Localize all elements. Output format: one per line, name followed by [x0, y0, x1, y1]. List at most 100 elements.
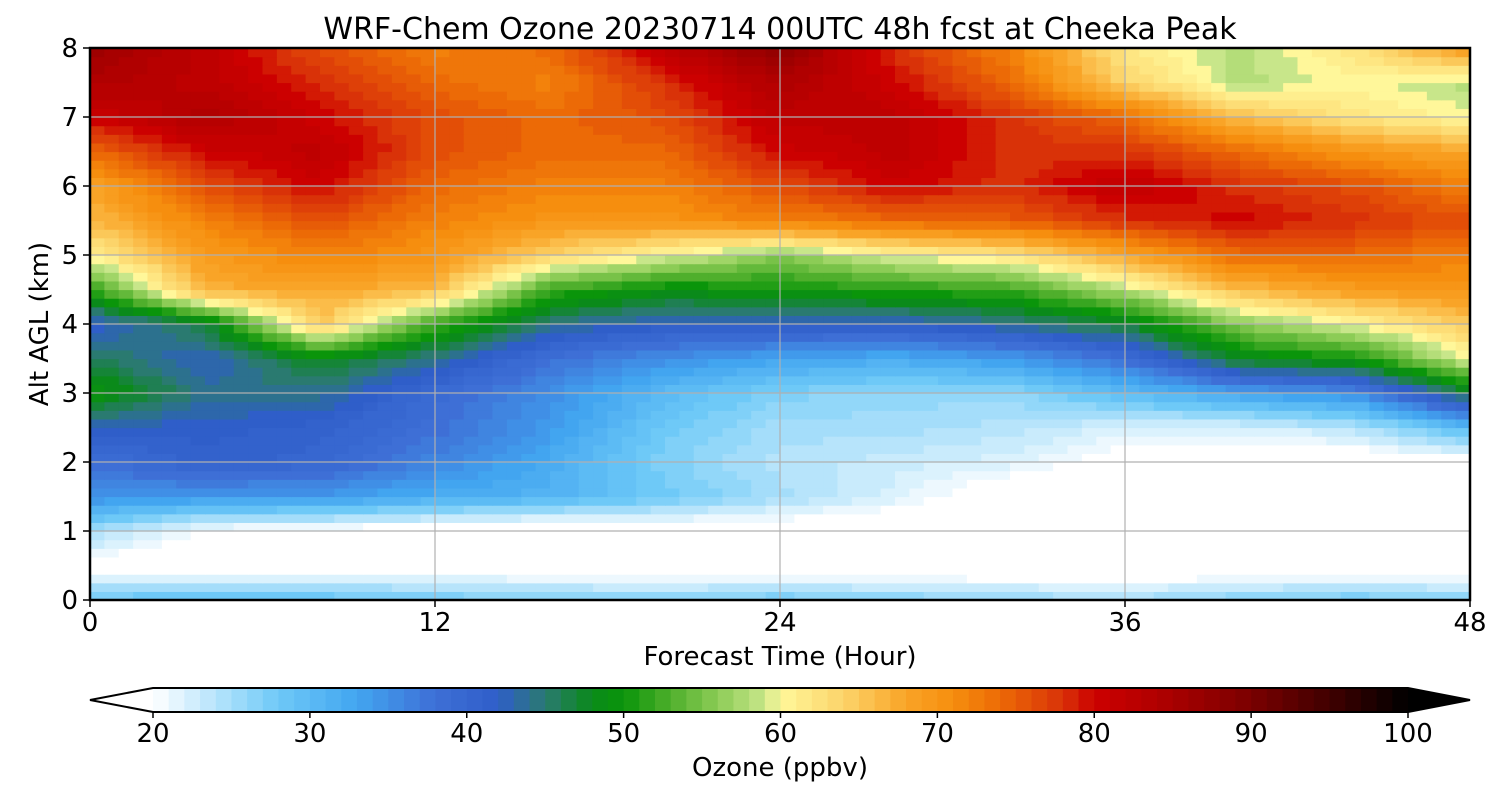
heatmap-cell: [1297, 462, 1313, 472]
heatmap-cell: [90, 556, 105, 567]
heatmap-cell: [521, 384, 537, 394]
heatmap-cell: [305, 582, 321, 592]
heatmap-cell: [1355, 315, 1370, 325]
heatmap-cell: [823, 229, 839, 239]
heatmap-cell: [1110, 229, 1126, 239]
heatmap-cell: [909, 168, 925, 178]
heatmap-cell: [463, 246, 479, 256]
heatmap-cell: [219, 211, 235, 222]
heatmap-cell: [923, 479, 939, 489]
heatmap-cell: [607, 427, 623, 437]
heatmap-cell: [233, 574, 249, 584]
heatmap-cell: [348, 574, 364, 584]
heatmap-cell: [1038, 298, 1054, 308]
heatmap-cell: [1038, 548, 1054, 558]
heatmap-cell: [938, 220, 954, 230]
heatmap-cell: [1053, 487, 1069, 498]
heatmap-cell: [334, 160, 350, 170]
heatmap-cell: [966, 436, 982, 446]
heatmap-cell: [1024, 582, 1040, 592]
heatmap-cell: [1383, 393, 1399, 403]
heatmap-cell: [808, 203, 824, 213]
heatmap-cell: [1153, 211, 1169, 222]
heatmap-cell: [1340, 444, 1356, 454]
heatmap-cell: [521, 177, 537, 187]
heatmap-cell: [564, 194, 580, 204]
heatmap-cell: [535, 444, 551, 454]
heatmap-cell: [952, 453, 968, 463]
heatmap-cell: [147, 194, 163, 204]
heatmap-cell: [995, 177, 1011, 187]
heatmap-cell: [133, 479, 149, 489]
heatmap-cell: [1024, 513, 1040, 523]
heatmap-cell: [1283, 479, 1299, 489]
heatmap-cell: [1340, 298, 1356, 308]
heatmap-cell: [722, 298, 738, 308]
heatmap-cell: [909, 194, 925, 204]
heatmap-cell: [1297, 186, 1313, 196]
heatmap-cell: [320, 160, 335, 170]
heatmap-cell: [161, 496, 177, 506]
heatmap-cell: [1153, 324, 1169, 334]
heatmap-cell: [334, 393, 350, 403]
heatmap-cell: [1225, 444, 1241, 454]
heatmap-cell: [995, 151, 1011, 161]
heatmap-cell: [1455, 280, 1471, 291]
heatmap-cell: [291, 367, 307, 377]
heatmap-cell: [492, 522, 508, 532]
heatmap-cell: [650, 444, 666, 454]
heatmap-cell: [1383, 375, 1399, 385]
heatmap-cell: [1153, 168, 1169, 178]
heatmap-cell: [348, 341, 364, 351]
heatmap-cell: [1268, 246, 1284, 256]
heatmap-cell: [1254, 375, 1270, 385]
heatmap-cell: [578, 539, 594, 549]
heatmap-cell: [463, 367, 479, 377]
heatmap-cell: [506, 306, 522, 316]
heatmap-cell: [133, 289, 149, 299]
heatmap-cell: [478, 453, 494, 463]
heatmap-cell: [1441, 324, 1457, 334]
heatmap-cell: [291, 436, 307, 446]
heatmap-cell: [1426, 531, 1442, 541]
heatmap-cell: [765, 289, 781, 299]
heatmap-cell: [233, 418, 249, 429]
heatmap-cell: [1010, 427, 1025, 437]
heatmap-cell: [1398, 263, 1414, 273]
heatmap-cell: [506, 151, 522, 161]
heatmap-cell: [1398, 203, 1414, 213]
heatmap-cell: [938, 367, 954, 377]
heatmap-cell: [1369, 496, 1385, 506]
heatmap-cell: [492, 591, 508, 601]
heatmap-cell: [248, 315, 264, 325]
heatmap-cell: [435, 160, 450, 170]
heatmap-cell: [636, 246, 652, 256]
heatmap-cell: [1225, 574, 1241, 584]
heatmap-cell: [161, 384, 177, 394]
heatmap-cell: [1340, 513, 1356, 523]
heatmap-cell: [665, 513, 680, 523]
heatmap-cell: [923, 255, 939, 265]
heatmap-cell: [1340, 582, 1356, 592]
heatmap-cell: [535, 289, 551, 299]
heatmap-cell: [880, 574, 896, 584]
heatmap-cell: [895, 186, 910, 196]
heatmap-cell: [1355, 367, 1370, 377]
heatmap-cell: [794, 539, 810, 549]
heatmap-cell: [506, 324, 522, 334]
heatmap-cell: [1081, 531, 1097, 541]
heatmap-cell: [1010, 393, 1025, 403]
heatmap-cell: [578, 272, 594, 282]
heatmap-cell: [1053, 496, 1069, 506]
heatmap-cell: [377, 556, 393, 567]
heatmap-cell: [1297, 341, 1313, 351]
heatmap-cell: [1225, 263, 1241, 273]
heatmap-cell: [262, 229, 278, 239]
heatmap-cell: [506, 272, 522, 282]
heatmap-cell: [233, 548, 249, 558]
heatmap-cell: [1297, 177, 1313, 187]
heatmap-cell: [363, 246, 379, 256]
heatmap-cell: [262, 531, 278, 541]
heatmap-cell: [219, 367, 235, 377]
heatmap-cell: [291, 298, 307, 308]
